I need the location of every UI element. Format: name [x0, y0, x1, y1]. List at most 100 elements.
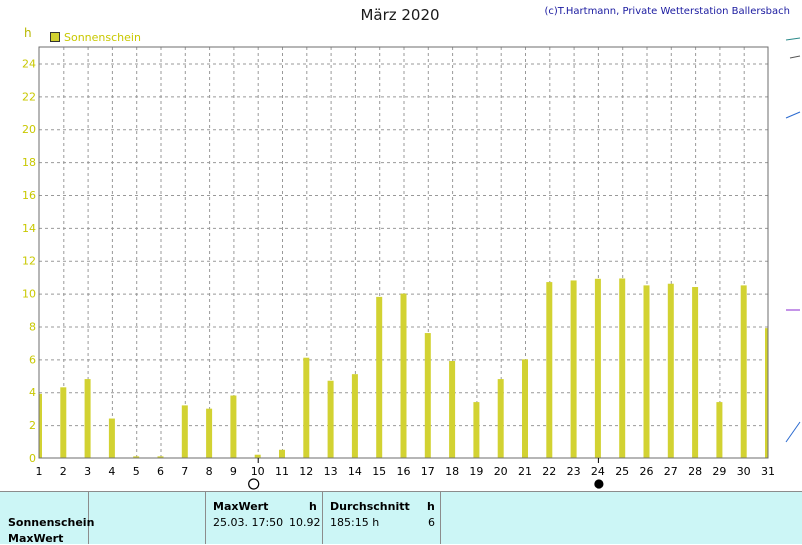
x-tick-label: 22	[542, 465, 556, 478]
y-axis-unit: h	[24, 26, 32, 40]
bar-day-18	[449, 361, 456, 458]
y-tick-label: 10	[22, 288, 36, 301]
max-value: 10.92	[289, 516, 321, 529]
legend-swatch	[50, 32, 60, 42]
x-tick-label: 13	[324, 465, 338, 478]
x-tick-label: 17	[421, 465, 435, 478]
x-tick-label: 16	[397, 465, 411, 478]
bar-day-9	[230, 395, 237, 458]
max-column	[206, 492, 323, 544]
bar-day-30	[740, 285, 747, 458]
x-tick-label: 9	[230, 465, 237, 478]
bar-day-23	[570, 280, 577, 458]
y-tick-label: 20	[22, 123, 36, 136]
bar-day-21	[522, 359, 528, 458]
bar-day-31	[765, 328, 768, 458]
bar-day-10	[254, 454, 261, 458]
x-tick-label: 30	[737, 465, 751, 478]
max-unit: h	[309, 500, 317, 513]
x-tick-label: 19	[469, 465, 483, 478]
avg-header: Durchschnitt	[330, 500, 410, 513]
x-tick-label: 12	[299, 465, 313, 478]
chart-title: März 2020	[360, 6, 440, 24]
bar-day-11	[279, 449, 285, 458]
y-tick-label: 24	[22, 57, 36, 70]
bar-day-27	[667, 283, 674, 458]
bar-day-5	[133, 456, 140, 458]
avg-unit: h	[427, 500, 435, 513]
label-column	[0, 492, 89, 544]
moon-phases	[248, 458, 604, 490]
bar-day-1	[39, 393, 42, 458]
avg-total: 185:15 h	[330, 516, 380, 529]
bars	[39, 278, 768, 458]
max-date: 25.03. 17:50	[213, 516, 284, 529]
bar-day-16	[400, 293, 407, 458]
x-tick-label: 4	[108, 465, 115, 478]
x-tick-label: 25	[615, 465, 629, 478]
x-tick-label: 14	[348, 465, 362, 478]
x-tick-label: 29	[712, 465, 726, 478]
max-header: MaxWert	[213, 500, 269, 513]
x-tick-label: 10	[251, 465, 265, 478]
x-tick-label: 21	[518, 465, 532, 478]
x-tick-label: 28	[688, 465, 702, 478]
bar-day-26	[643, 285, 650, 458]
x-tick-label: 23	[567, 465, 581, 478]
x-tick-label: 2	[60, 465, 67, 478]
empty-column	[89, 492, 206, 544]
bar-day-7	[181, 405, 188, 458]
bar-day-20	[497, 379, 504, 458]
bar-day-24	[594, 278, 601, 458]
bar-day-6	[157, 456, 164, 458]
y-tick-label: 2	[29, 419, 36, 432]
avg-column	[323, 492, 441, 544]
edge-decoration	[785, 37, 801, 443]
bar-day-3	[84, 379, 91, 458]
summary-panel: Sonnenschein MaxWert MaxWert h 25.03. 17…	[0, 491, 802, 545]
x-axis: 1 2 3 4 5 6 7 8 9 10 11 12 13 14 15 16 17 18 19 20 21 22 23 24 2…	[36, 465, 776, 478]
x-tick-label: 20	[494, 465, 508, 478]
y-tick-label: 12	[22, 255, 36, 268]
x-tick-label: 15	[372, 465, 386, 478]
x-tick-label: 3	[84, 465, 91, 478]
bar-day-19	[473, 402, 480, 458]
x-tick-label: 31	[761, 465, 775, 478]
x-tick-label: 26	[640, 465, 654, 478]
avg-value: 6	[428, 516, 435, 529]
y-tick-label: 8	[29, 320, 36, 333]
bar-day-28	[692, 287, 699, 458]
y-tick-label: 18	[22, 156, 36, 169]
x-tick-label: 7	[181, 465, 188, 478]
bar-day-29	[716, 402, 723, 458]
bar-day-22	[546, 282, 553, 458]
bar-day-12	[303, 357, 310, 458]
row-label-maxwert: MaxWert	[8, 532, 64, 545]
plot-frame	[38, 46, 769, 459]
row-label-sunshine: Sonnenschein	[8, 516, 95, 529]
x-tick-label: 5	[133, 465, 140, 478]
legend-label: Sonnenschein	[64, 31, 141, 44]
x-tick-label: 6	[157, 465, 164, 478]
x-tick-label: 8	[206, 465, 213, 478]
new-moon-icon	[594, 479, 604, 489]
y-tick-label: 14	[22, 222, 36, 235]
y-tick-label: 16	[22, 189, 36, 202]
x-tick-label: 11	[275, 465, 289, 478]
legend: Sonnenschein	[50, 31, 141, 44]
bar-day-25	[619, 278, 626, 458]
x-tick-label: 1	[36, 465, 43, 478]
y-tick-label: 6	[29, 353, 36, 366]
x-tick-label: 18	[445, 465, 459, 478]
full-moon-icon	[248, 478, 260, 490]
bar-day-4	[108, 418, 115, 458]
bar-day-13	[327, 380, 334, 458]
y-tick-label: 0	[29, 452, 36, 465]
y-tick-label: 4	[29, 386, 36, 399]
copyright-text: (c)T.Hartmann, Private Wetterstation Bal…	[544, 6, 790, 17]
x-tick-label: 27	[664, 465, 678, 478]
bar-day-2	[60, 387, 67, 458]
x-tick-label: 24	[591, 465, 605, 478]
